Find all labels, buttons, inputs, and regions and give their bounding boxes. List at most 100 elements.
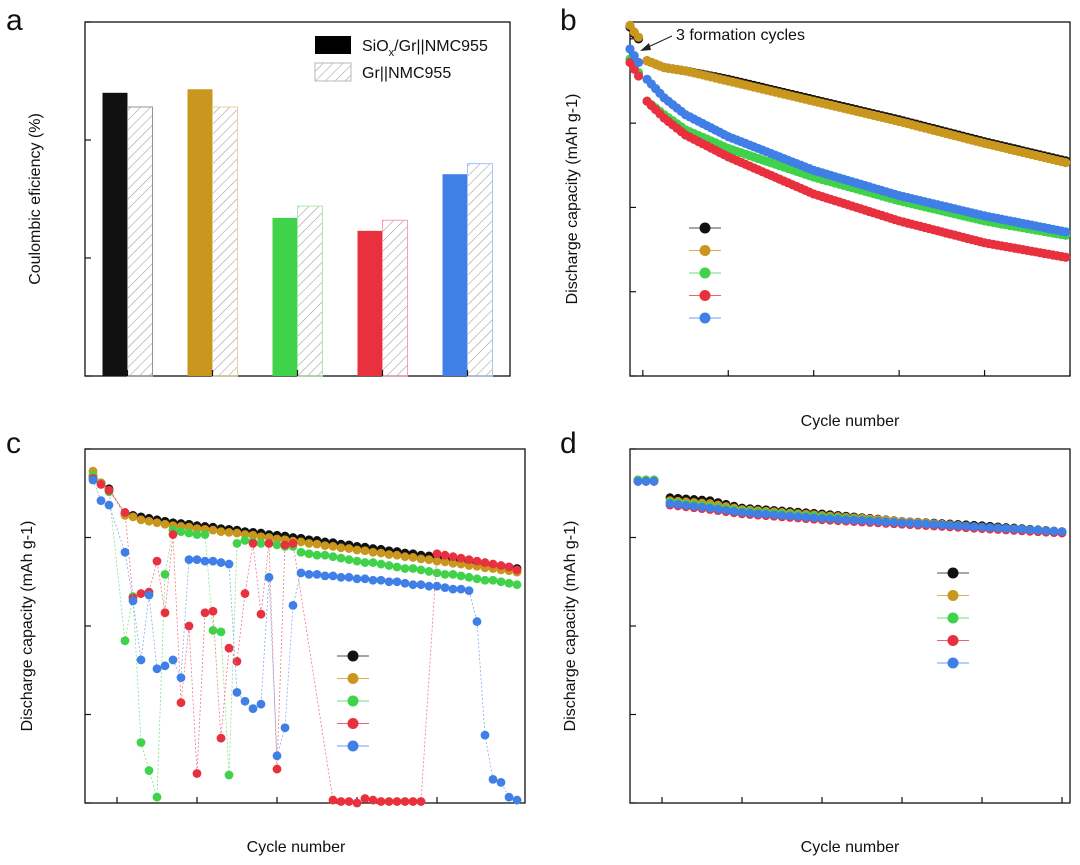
point-lfc <box>937 520 947 530</box>
point-lfn <box>440 569 450 579</box>
point-lfc <box>424 581 434 591</box>
point-lfc <box>184 555 194 565</box>
point-lfn <box>200 530 210 539</box>
point-lfm <box>104 485 114 495</box>
point-lfc <box>200 556 210 566</box>
point-lfc <box>961 521 971 531</box>
point-lfn <box>464 572 474 582</box>
point-lfm <box>224 643 234 653</box>
point-lfn <box>184 528 194 538</box>
annotation-arrowhead <box>640 43 651 51</box>
point-lfc <box>272 751 282 761</box>
point-lfc <box>304 569 314 579</box>
point-lfl <box>400 552 410 562</box>
bar-lfl-siox <box>187 89 213 376</box>
panel-a-ylabel: Coulombic eficiency (%) <box>27 113 44 285</box>
point-lfm <box>480 558 490 567</box>
point-lfc <box>328 571 338 581</box>
point-lfm <box>152 556 162 566</box>
point-lfm <box>136 589 146 598</box>
point-lfc <box>801 512 811 522</box>
point-lfm <box>200 608 210 618</box>
point-lfc <box>1025 525 1035 535</box>
point-lfm <box>264 539 274 548</box>
point-lfl <box>392 550 402 560</box>
legend-marker-lfn <box>699 267 711 279</box>
point-lfc <box>793 512 803 521</box>
legend-marker-lfc <box>947 657 959 669</box>
point-lfn <box>328 552 338 562</box>
point-lfl <box>424 555 434 565</box>
point-lfm <box>240 589 250 598</box>
point-lfn <box>512 580 522 590</box>
point-lfc <box>889 517 899 527</box>
series-lfc <box>88 475 522 805</box>
point-lfl <box>376 548 386 558</box>
point-lfl <box>256 532 266 542</box>
point-lfn <box>400 564 410 573</box>
legend-label-solid: SiOx/Gr||NMC955 <box>362 38 488 59</box>
panel-d: d Discharge capacity (mAh g-1) Cycle num… <box>560 427 1071 856</box>
point-lfm <box>352 798 362 808</box>
point-lfc <box>825 514 835 524</box>
point-lfc <box>633 57 644 68</box>
point-lfn <box>176 527 186 536</box>
point-lfn <box>192 530 202 539</box>
series-lfc <box>633 477 1067 536</box>
point-lfc <box>344 572 354 582</box>
point-lfm <box>256 609 266 619</box>
point-lfn <box>424 567 434 576</box>
point-lfc <box>865 516 875 526</box>
point-lfc <box>729 506 739 516</box>
point-lfc <box>320 571 330 581</box>
legend-marker-lfec <box>947 567 959 579</box>
series-lfm <box>88 474 522 808</box>
point-lfl <box>296 537 306 547</box>
point-lfc <box>448 584 458 594</box>
point-lfc <box>440 583 450 593</box>
point-lfl <box>440 557 450 567</box>
point-lfm <box>629 64 639 74</box>
point-lfm <box>176 698 186 708</box>
point-lfl <box>160 519 170 529</box>
point-lfn <box>504 578 514 588</box>
point-lfl <box>128 512 138 522</box>
point-lfl <box>416 554 426 564</box>
point-lfc <box>472 617 482 626</box>
point-lfl <box>368 547 378 557</box>
panel-c: c Discharge capacity (mAh g-1) Cycle num… <box>6 427 526 856</box>
panel-a: a Coulombic eficiency (%) SiOx/Gr||NMC95… <box>6 4 511 377</box>
legend-marker-lfm <box>947 635 959 646</box>
point-lfc <box>176 673 186 683</box>
point-lfm <box>368 795 378 805</box>
point-lfn <box>488 575 498 585</box>
panel-b-ticks <box>630 38 1071 377</box>
point-lfc <box>625 44 635 54</box>
point-lfm <box>408 797 418 806</box>
legend-marker-lfl <box>347 673 359 684</box>
legend-marker-lfc <box>347 740 359 752</box>
point-lfc <box>921 519 931 529</box>
point-lfn <box>208 626 218 635</box>
point-lfc <box>689 501 699 511</box>
point-lfc <box>629 51 639 61</box>
panel-b-ylabel: Discharge capacity (mAh g-1) <box>564 94 581 305</box>
point-lfm <box>280 540 290 550</box>
point-lfn <box>376 559 386 569</box>
point-lfc <box>857 516 867 525</box>
panel-a-label: a <box>6 4 23 37</box>
point-lfn <box>144 766 154 775</box>
point-lfm <box>344 797 354 806</box>
point-lfl <box>320 541 330 551</box>
point-lfc <box>352 574 362 584</box>
point-lfc <box>665 499 675 508</box>
point-lfm <box>512 565 522 575</box>
point-lfc <box>985 523 995 533</box>
point-lfm <box>416 797 426 806</box>
point-lfm <box>360 794 370 803</box>
bar-lfn-gr <box>297 205 323 377</box>
point-lfm <box>504 562 514 572</box>
point-lfc <box>649 477 659 486</box>
point-lfm <box>272 764 282 774</box>
